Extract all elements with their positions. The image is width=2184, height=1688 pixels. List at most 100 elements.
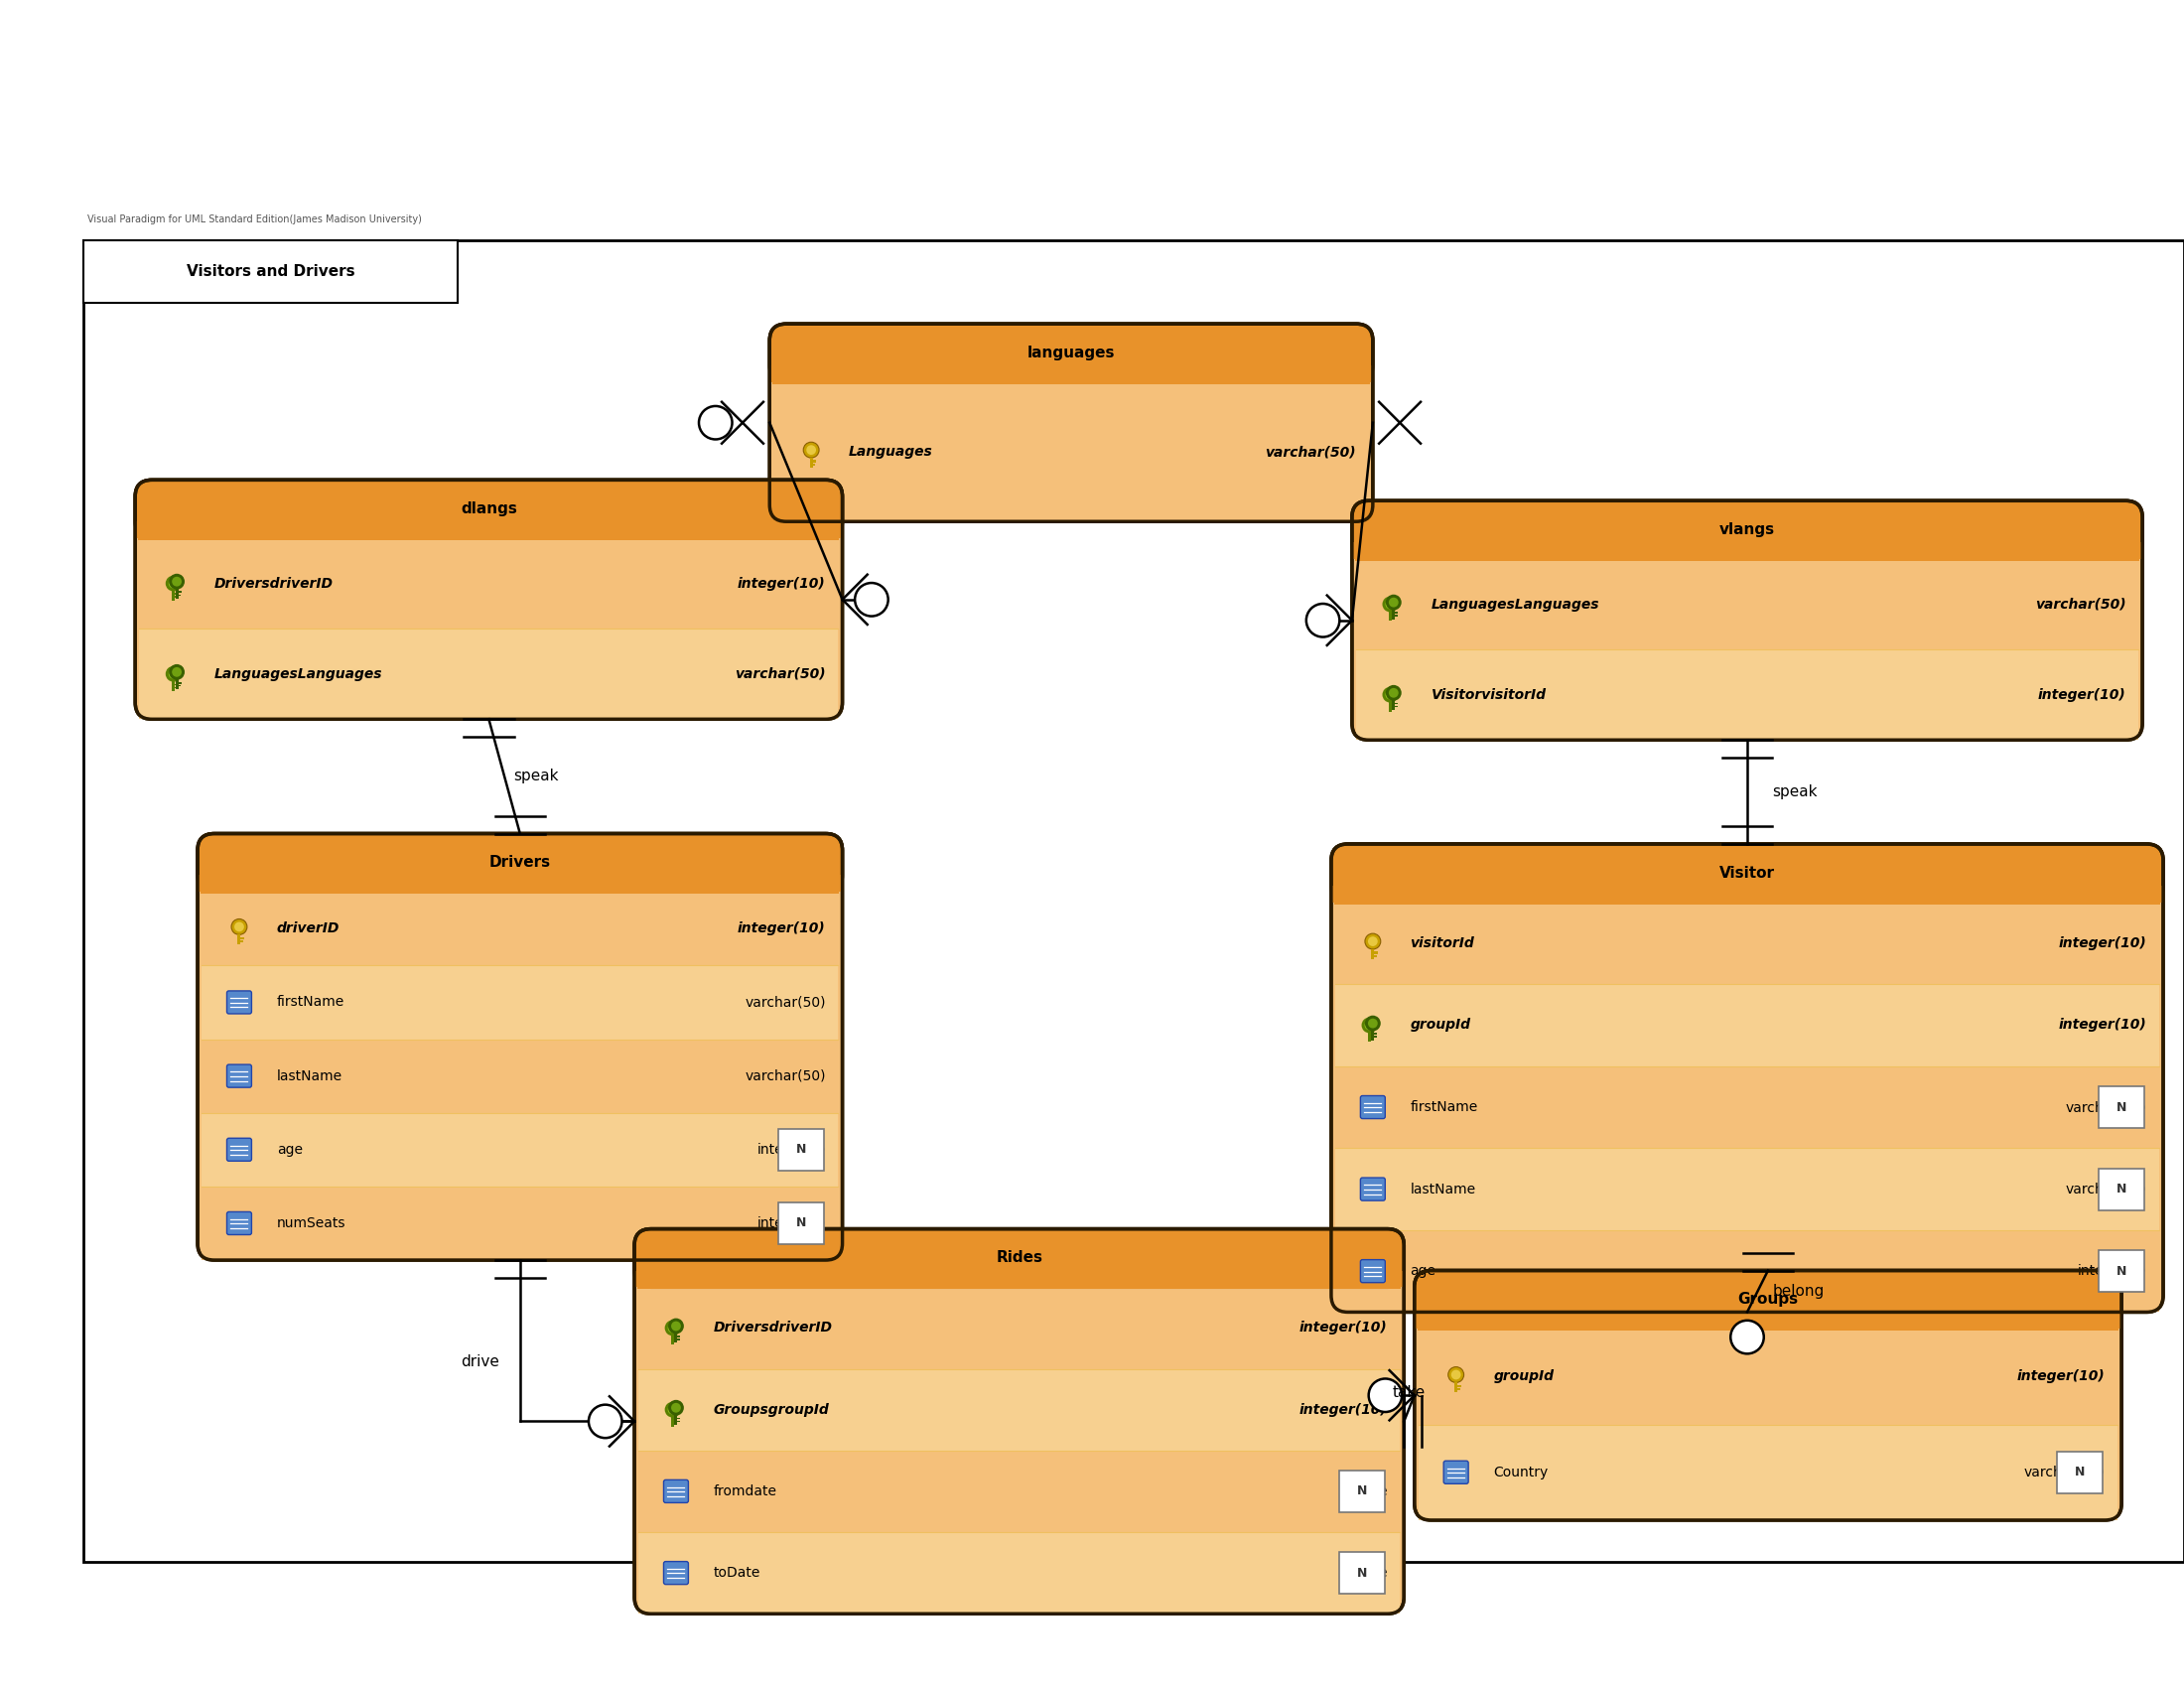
Text: speak: speak [513, 770, 559, 783]
Bar [638, 1271, 1400, 1290]
Bar [140, 538, 839, 628]
Bar [1415, 1312, 2121, 1328]
Bar [240, 937, 245, 939]
Circle shape [1369, 1379, 1402, 1411]
Text: LanguagesLanguages: LanguagesLanguages [1431, 598, 1599, 611]
Circle shape [1382, 596, 1398, 613]
Bar [1374, 955, 1376, 957]
Text: LanguagesLanguages: LanguagesLanguages [214, 667, 382, 680]
Bar [1334, 1148, 2160, 1231]
Circle shape [670, 1403, 681, 1413]
Text: N: N [2116, 1101, 2127, 1114]
Text: Visual Paradigm for UML Standard Edition(James Madison University): Visual Paradigm for UML Standard Edition… [87, 214, 422, 225]
FancyBboxPatch shape [633, 1229, 1404, 1288]
Bar [1455, 1382, 1457, 1393]
Circle shape [166, 667, 181, 682]
Bar [175, 592, 177, 596]
Circle shape [664, 1320, 681, 1335]
FancyBboxPatch shape [778, 1129, 823, 1170]
Bar [812, 464, 815, 466]
FancyBboxPatch shape [135, 479, 843, 719]
Bar [1367, 1033, 1372, 1041]
Bar [675, 1415, 677, 1425]
Bar [1389, 611, 1391, 621]
Text: age: age [1411, 1264, 1437, 1278]
Text: Languages: Languages [850, 446, 933, 459]
Bar [633, 1271, 1404, 1288]
Text: Visitor: Visitor [1719, 866, 1776, 881]
Text: N: N [1356, 1485, 1367, 1497]
Bar [675, 1337, 677, 1340]
Text: varchar(50): varchar(50) [2035, 598, 2125, 611]
Text: varchar(50): varchar(50) [745, 996, 826, 1009]
Circle shape [166, 576, 181, 591]
Bar [83, 241, 2184, 1561]
Bar [1391, 701, 1396, 709]
FancyBboxPatch shape [778, 1202, 823, 1244]
FancyBboxPatch shape [1332, 844, 2162, 1312]
FancyBboxPatch shape [1352, 501, 2143, 739]
Circle shape [806, 446, 817, 454]
Bar [173, 682, 175, 690]
Bar [1334, 1067, 2160, 1148]
Circle shape [1389, 598, 1398, 608]
Circle shape [668, 1404, 677, 1415]
Bar [138, 522, 839, 540]
Bar [1334, 903, 2160, 984]
Bar [1391, 609, 1396, 619]
Circle shape [1382, 687, 1398, 702]
Bar [1354, 542, 2140, 560]
Bar [677, 1418, 681, 1420]
Circle shape [1361, 1018, 1378, 1033]
FancyBboxPatch shape [1339, 1470, 1385, 1512]
Bar [201, 1112, 839, 1187]
Bar [638, 1288, 1400, 1369]
Circle shape [668, 1318, 684, 1334]
Circle shape [590, 1404, 622, 1438]
Text: N: N [2116, 1183, 2127, 1195]
Text: N: N [2116, 1264, 2127, 1278]
FancyBboxPatch shape [135, 479, 843, 538]
Bar [1374, 952, 1378, 954]
FancyBboxPatch shape [769, 324, 1374, 522]
Text: integer(10): integer(10) [738, 577, 826, 591]
Text: toDate: toDate [714, 1566, 760, 1580]
Circle shape [168, 668, 179, 679]
Text: languages: languages [1026, 346, 1116, 361]
FancyBboxPatch shape [1332, 844, 2162, 903]
Bar [1374, 1033, 1378, 1035]
FancyBboxPatch shape [633, 1229, 1404, 1614]
Text: N: N [795, 1143, 806, 1156]
Text: varchar(50): varchar(50) [745, 1069, 826, 1084]
Text: integer(3): integer(3) [758, 1143, 826, 1156]
Bar [179, 682, 181, 684]
Bar [179, 591, 181, 592]
Bar [1391, 704, 1396, 706]
FancyBboxPatch shape [2057, 1452, 2103, 1494]
Circle shape [168, 574, 186, 589]
Text: N: N [2075, 1465, 2086, 1479]
FancyBboxPatch shape [2099, 1168, 2145, 1210]
Bar [1356, 559, 2138, 650]
Bar [135, 522, 843, 538]
FancyBboxPatch shape [227, 991, 251, 1014]
Bar [638, 1450, 1400, 1533]
Bar [1334, 1231, 2160, 1312]
Text: take: take [1393, 1384, 1426, 1399]
Bar [1334, 886, 2160, 905]
FancyBboxPatch shape [83, 241, 459, 304]
Bar [810, 457, 812, 468]
Bar [1372, 949, 1374, 959]
Circle shape [699, 407, 732, 439]
FancyBboxPatch shape [664, 1561, 688, 1585]
Text: Visitors and Drivers: Visitors and Drivers [186, 265, 354, 279]
Text: lastName: lastName [1411, 1182, 1476, 1197]
Text: integer(10): integer(10) [1299, 1322, 1387, 1335]
Bar [675, 1420, 677, 1421]
Text: firstName: firstName [1411, 1101, 1479, 1114]
Bar [1391, 614, 1396, 616]
Circle shape [1306, 604, 1339, 636]
Bar [638, 1533, 1400, 1614]
Text: Rides: Rides [996, 1251, 1042, 1266]
Circle shape [1450, 1371, 1461, 1379]
